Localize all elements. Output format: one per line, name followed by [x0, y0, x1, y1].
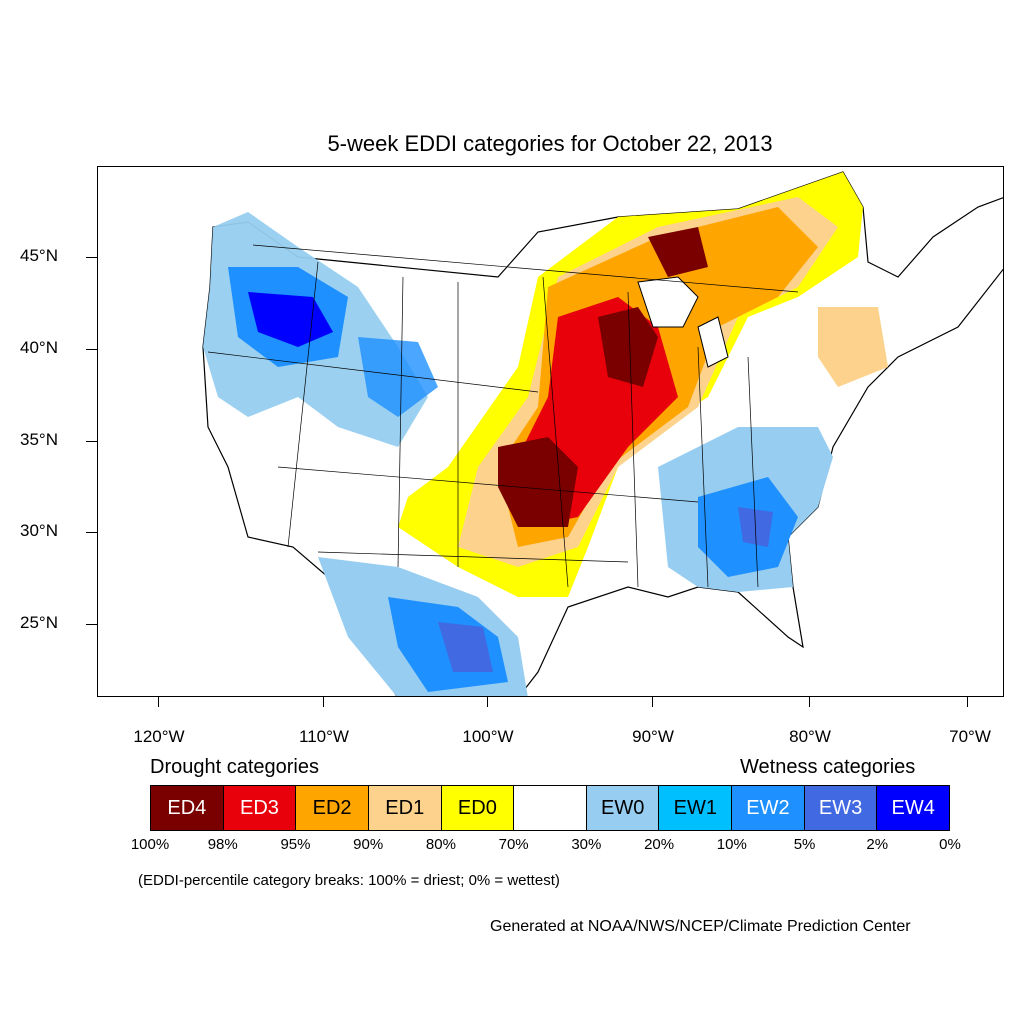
legend-box-ew2: EW2 — [732, 786, 805, 830]
great-lakes — [637, 276, 729, 368]
lon-tick — [809, 697, 810, 707]
map-panel — [97, 166, 1004, 697]
lon-label-120: 120°W — [133, 727, 185, 746]
lon-label-80: 80°W — [789, 727, 831, 746]
legend-note: (EDDI-percentile category breaks: 100% =… — [138, 872, 560, 889]
map-title: 5-week EDDI categories for October 22, 2… — [327, 131, 773, 156]
legend-break-label: 2% — [866, 836, 889, 853]
legend-break-label: 70% — [498, 836, 529, 853]
lat-tick — [86, 257, 97, 258]
texas-wet-max — [438, 622, 493, 672]
legend-box-ed2: ED2 — [296, 786, 369, 830]
lat-tick — [86, 349, 97, 350]
legend-break-label: 30% — [571, 836, 602, 853]
legend-break-label: 5% — [793, 836, 816, 853]
state-boundaries — [207, 244, 799, 588]
legend-break-label: 100% — [130, 836, 170, 853]
legend-box-ew1: EW1 — [659, 786, 733, 830]
legend-break-label: 80% — [425, 836, 456, 853]
lat-label-40: 40°N — [20, 338, 58, 357]
credit-line: Generated at NOAA/NWS/NCEP/Climate Predi… — [490, 918, 911, 935]
legend-box-ed3: ED3 — [223, 786, 297, 830]
legend-box-ew3: EW3 — [804, 786, 878, 830]
lat-tick — [86, 624, 97, 625]
lon-label-100: 100°W — [462, 727, 514, 746]
lon-tick — [967, 697, 968, 707]
lat-label-45: 45°N — [20, 246, 58, 265]
lon-tick — [487, 697, 488, 707]
lon-tick — [323, 697, 324, 707]
northwest-wet-max — [248, 292, 333, 347]
legend-box-ew0: EW0 — [586, 786, 660, 830]
upper-midwest-drought-ed4 — [598, 307, 658, 387]
legend-box-ew4: EW4 — [877, 786, 950, 830]
lat-label-30: 30°N — [20, 521, 58, 540]
drought-heading: Drought categories — [150, 756, 319, 778]
legend-break-label: 20% — [644, 836, 675, 853]
lat-label-35: 35°N — [20, 430, 58, 449]
wetness-heading: Wetness categories — [740, 756, 916, 778]
legend-box-ed0: ED0 — [441, 786, 515, 830]
lat-label-25: 25°N — [20, 613, 58, 632]
rockies-wet — [358, 337, 438, 417]
ontario-drought-ed4 — [648, 227, 708, 277]
legend-break-label: 10% — [716, 836, 747, 853]
lat-tick — [86, 441, 97, 442]
lon-label-90: 90°W — [632, 727, 674, 746]
legend-break-label: 0% — [939, 836, 961, 853]
legend-box-neutral — [514, 786, 587, 830]
lon-tick — [158, 697, 159, 707]
eddi-map — [202, 171, 1003, 696]
northeast-drought — [818, 307, 888, 387]
lon-label-70: 70°W — [949, 727, 991, 746]
lon-tick — [652, 697, 653, 707]
legend-colorbar: ED4 ED3 ED2 ED1 ED0 EW0 EW1 EW2 EW3 EW4 — [150, 785, 950, 831]
legend-box-ed4: ED4 — [151, 786, 224, 830]
legend-break-label: 95% — [280, 836, 311, 853]
lon-label-110: 110°W — [299, 727, 349, 746]
legend-box-ed1: ED1 — [368, 786, 442, 830]
legend-break-label: 90% — [353, 836, 384, 853]
lat-tick — [86, 532, 97, 533]
legend-break-label: 98% — [207, 836, 238, 853]
